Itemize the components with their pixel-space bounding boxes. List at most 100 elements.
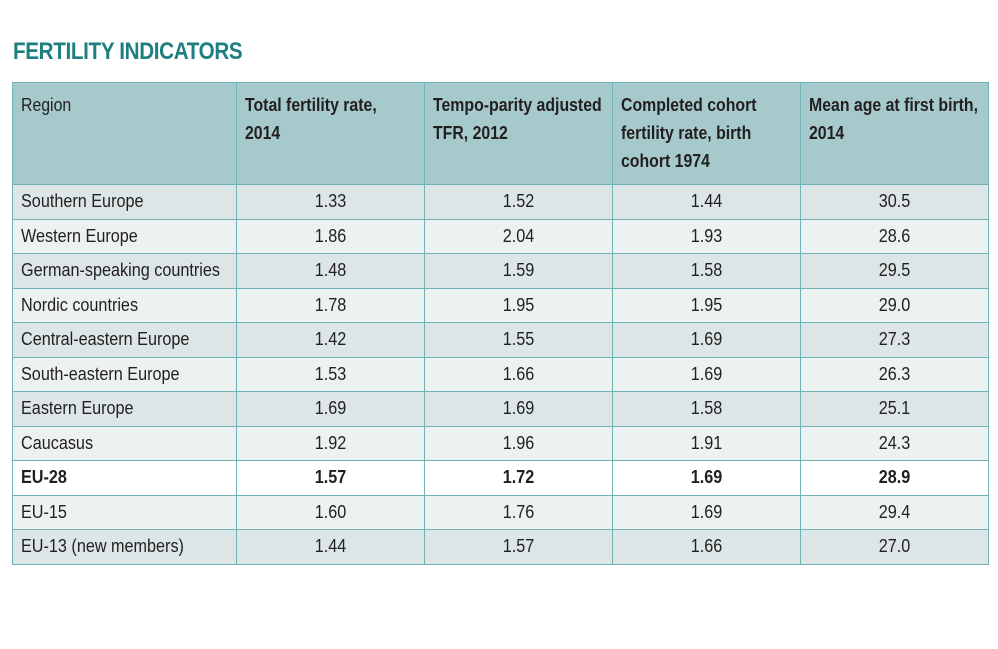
region-cell: Central-eastern Europe — [12, 322, 237, 358]
tfr-cell: 1.86 — [236, 218, 425, 254]
region-label: Southern Europe — [21, 191, 144, 212]
header-line: fertility rate, birth — [621, 123, 752, 143]
adjusted-tfr-value: 1.69 — [502, 398, 535, 419]
cohort-rate-value: 1.69 — [690, 363, 723, 384]
header-line: Total fertility rate, — [245, 95, 377, 115]
cohort-rate-cell: 1.44 — [612, 184, 801, 220]
region-cell: EU-15 — [12, 494, 237, 530]
mean-age-cell: 30.5 — [800, 184, 989, 220]
cohort-rate-cell: 1.69 — [612, 356, 801, 392]
adjusted-tfr-value: 1.57 — [502, 536, 535, 557]
table-row: Eastern Europe 1.69 1.69 1.58 25.1 — [12, 391, 989, 427]
cohort-rate-cell: 1.69 — [612, 494, 801, 530]
tfr-cell: 1.78 — [236, 287, 425, 323]
table-row: Southern Europe 1.33 1.52 1.44 30.5 — [12, 184, 989, 220]
region-label: EU-13 (new members) — [21, 536, 184, 557]
cohort-rate-value: 1.69 — [690, 501, 723, 522]
table-row: South-eastern Europe 1.53 1.66 1.69 26.3 — [12, 356, 989, 392]
region-label: Caucasus — [21, 432, 94, 453]
header-tempo-parity-adjusted-tfr: Tempo-parity adjusted TFR, 2012 — [424, 82, 613, 185]
adjusted-tfr-cell: 1.59 — [424, 253, 613, 289]
region-label: Central-eastern Europe — [21, 329, 190, 350]
header-region: Region — [12, 82, 237, 185]
tfr-cell: 1.92 — [236, 425, 425, 461]
tfr-cell: 1.53 — [236, 356, 425, 392]
header-line: cohort 1974 — [621, 151, 710, 171]
region-cell: Nordic countries — [12, 287, 237, 323]
mean-age-cell: 26.3 — [800, 356, 989, 392]
tfr-value: 1.33 — [314, 191, 347, 212]
region-label: EU-15 — [21, 501, 67, 522]
adjusted-tfr-value: 1.95 — [502, 294, 535, 315]
region-cell: Caucasus — [12, 425, 237, 461]
adjusted-tfr-value: 1.52 — [502, 191, 535, 212]
region-label: Western Europe — [21, 225, 138, 246]
adjusted-tfr-value: 1.59 — [502, 260, 535, 281]
adjusted-tfr-value: 1.72 — [502, 467, 535, 488]
adjusted-tfr-cell: 1.72 — [424, 460, 613, 496]
tfr-value: 1.60 — [314, 501, 347, 522]
region-cell: Eastern Europe — [12, 391, 237, 427]
cohort-rate-value: 1.69 — [690, 467, 723, 488]
adjusted-tfr-cell: 1.57 — [424, 529, 613, 565]
tfr-value: 1.44 — [314, 536, 347, 557]
header-line: 2014 — [245, 123, 281, 143]
tfr-cell: 1.44 — [236, 529, 425, 565]
tfr-value: 1.42 — [314, 329, 347, 350]
mean-age-value: 29.0 — [878, 294, 911, 315]
table-row: Western Europe 1.86 2.04 1.93 28.6 — [12, 218, 989, 254]
cohort-rate-value: 1.91 — [690, 432, 723, 453]
adjusted-tfr-cell: 1.96 — [424, 425, 613, 461]
mean-age-cell: 28.6 — [800, 218, 989, 254]
header-line: Mean age at first birth, — [809, 95, 979, 115]
cohort-rate-value: 1.95 — [690, 294, 723, 315]
table-header-row: Region Total fertility rate, 2014 Tempo-… — [12, 82, 989, 185]
mean-age-value: 28.6 — [878, 225, 911, 246]
tfr-cell: 1.69 — [236, 391, 425, 427]
mean-age-value: 30.5 — [878, 191, 911, 212]
region-label: German-speaking countries — [21, 260, 220, 281]
cohort-rate-value: 1.93 — [690, 225, 723, 246]
adjusted-tfr-cell: 1.55 — [424, 322, 613, 358]
region-label: Nordic countries — [21, 294, 139, 315]
mean-age-value: 25.1 — [878, 398, 911, 419]
mean-age-cell: 29.0 — [800, 287, 989, 323]
mean-age-value: 27.3 — [878, 329, 911, 350]
cohort-rate-cell: 1.69 — [612, 322, 801, 358]
table-row: EU-15 1.60 1.76 1.69 29.4 — [12, 494, 989, 530]
cohort-rate-cell: 1.91 — [612, 425, 801, 461]
region-label: EU-28 — [21, 467, 67, 488]
tfr-value: 1.69 — [314, 398, 347, 419]
adjusted-tfr-value: 1.96 — [502, 432, 535, 453]
page-title: FERTILITY INDICATORS — [13, 38, 243, 65]
region-cell: German-speaking countries — [12, 253, 237, 289]
tfr-value: 1.57 — [314, 467, 347, 488]
mean-age-value: 24.3 — [878, 432, 911, 453]
region-cell: EU-13 (new members) — [12, 529, 237, 565]
mean-age-cell: 27.0 — [800, 529, 989, 565]
adjusted-tfr-cell: 1.52 — [424, 184, 613, 220]
cohort-rate-value: 1.44 — [690, 191, 723, 212]
cohort-rate-value: 1.69 — [690, 329, 723, 350]
mean-age-value: 29.5 — [878, 260, 911, 281]
mean-age-cell: 28.9 — [800, 460, 989, 496]
region-cell: Southern Europe — [12, 184, 237, 220]
cohort-rate-cell: 1.58 — [612, 391, 801, 427]
cohort-rate-cell: 1.93 — [612, 218, 801, 254]
cohort-rate-cell: 1.66 — [612, 529, 801, 565]
adjusted-tfr-cell: 1.69 — [424, 391, 613, 427]
adjusted-tfr-cell: 2.04 — [424, 218, 613, 254]
table-row: Caucasus 1.92 1.96 1.91 24.3 — [12, 425, 989, 461]
table-row-highlighted: EU-28 1.57 1.72 1.69 28.9 — [12, 460, 989, 496]
tfr-cell: 1.57 — [236, 460, 425, 496]
header-total-fertility-rate: Total fertility rate, 2014 — [236, 82, 425, 185]
region-cell: South-eastern Europe — [12, 356, 237, 392]
tfr-cell: 1.33 — [236, 184, 425, 220]
table-row: German-speaking countries 1.48 1.59 1.58… — [12, 253, 989, 289]
mean-age-cell: 24.3 — [800, 425, 989, 461]
fertility-table: Region Total fertility rate, 2014 Tempo-… — [12, 82, 989, 565]
cohort-rate-cell: 1.95 — [612, 287, 801, 323]
table-row: Nordic countries 1.78 1.95 1.95 29.0 — [12, 287, 989, 323]
region-cell: EU-28 — [12, 460, 237, 496]
